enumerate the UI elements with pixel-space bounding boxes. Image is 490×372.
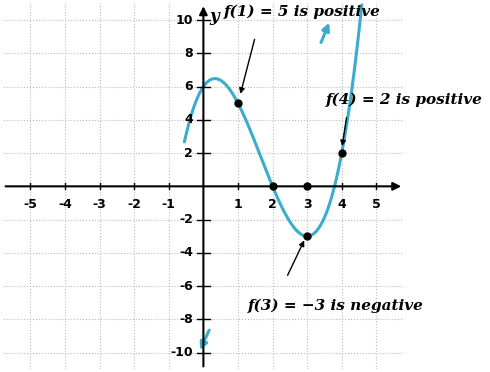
Text: -10: -10 — [171, 346, 193, 359]
Text: -2: -2 — [179, 213, 193, 226]
Text: -1: -1 — [162, 198, 176, 211]
Text: 8: 8 — [184, 47, 193, 60]
Text: f(1) = 5 is positive: f(1) = 5 is positive — [224, 4, 381, 19]
Text: 2: 2 — [268, 198, 277, 211]
Text: 10: 10 — [175, 14, 193, 26]
Text: -3: -3 — [93, 198, 106, 211]
Text: f(4) = 2 is positive: f(4) = 2 is positive — [326, 93, 483, 107]
Text: 1: 1 — [234, 198, 243, 211]
Text: 3: 3 — [303, 198, 312, 211]
Text: -8: -8 — [179, 313, 193, 326]
Text: 4: 4 — [338, 198, 346, 211]
Text: 6: 6 — [184, 80, 193, 93]
Text: -6: -6 — [179, 280, 193, 293]
Text: y: y — [210, 8, 219, 25]
Text: 4: 4 — [184, 113, 193, 126]
Text: 2: 2 — [184, 147, 193, 160]
Text: 5: 5 — [372, 198, 381, 211]
Text: f(3) = −3 is negative: f(3) = −3 is negative — [248, 299, 424, 313]
Text: -4: -4 — [179, 246, 193, 259]
Text: -4: -4 — [58, 198, 72, 211]
Text: -5: -5 — [24, 198, 37, 211]
Text: -2: -2 — [127, 198, 141, 211]
